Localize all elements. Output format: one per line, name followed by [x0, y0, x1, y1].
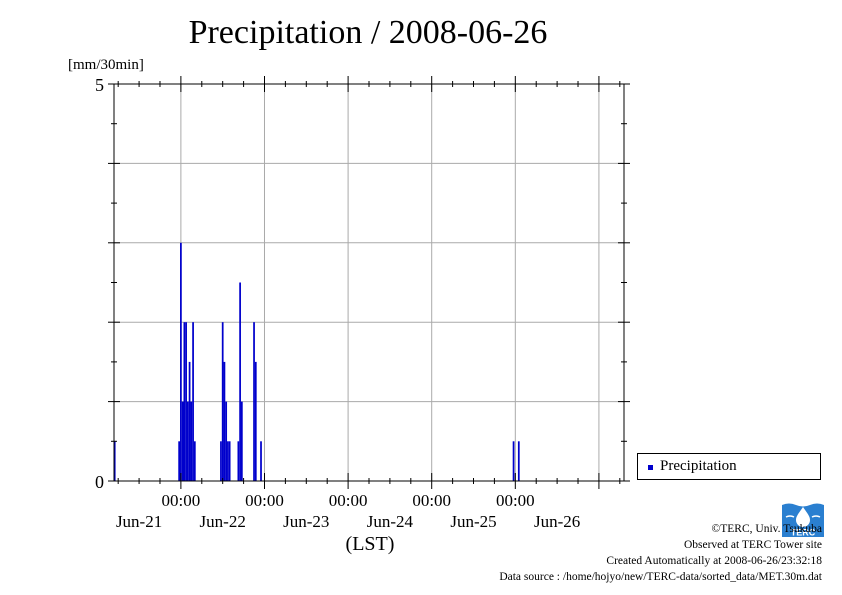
precip-bar	[220, 441, 222, 481]
precip-bar	[183, 322, 186, 481]
date-label: Jun-21	[116, 512, 162, 531]
date-label: Jun-24	[367, 512, 414, 531]
precip-bar	[181, 401, 184, 481]
precip-bar	[253, 322, 255, 481]
credit-site: Observed at TERC Tower site	[683, 539, 822, 551]
precip-bar	[228, 441, 231, 481]
precip-bar	[186, 401, 189, 481]
precip-bar	[185, 322, 187, 481]
x-tick-label: 00:00	[496, 491, 535, 510]
precip-bar	[178, 441, 181, 481]
x-axis-label: (LST)	[345, 533, 395, 555]
bars	[113, 242, 520, 481]
y-axis-unit: [mm/30min]	[68, 57, 144, 73]
precip-bar	[260, 441, 262, 481]
x-tick-label: 00:00	[329, 491, 368, 510]
credits: ©TERC, Univ. Tsukuba Observed at TERC To…	[499, 521, 822, 585]
svg-text:TERC: TERC	[791, 528, 816, 538]
date-label: Jun-26	[534, 512, 580, 531]
precip-bar	[239, 282, 241, 481]
precip-bar	[240, 401, 243, 481]
precip-bar	[517, 441, 520, 481]
precip-bar	[190, 401, 193, 481]
precip-bar	[113, 441, 116, 481]
date-label: Jun-22	[200, 512, 246, 531]
precip-bar	[192, 322, 194, 481]
x-tick-label: 00:00	[245, 491, 284, 510]
credit-copyright: ©TERC, Univ. Tsukuba	[711, 523, 822, 535]
x-tick-label: 00:00	[412, 491, 451, 510]
precip-bar	[225, 401, 228, 481]
credit-source: Data source : /home/hojyo/new/TERC-data/…	[499, 571, 822, 583]
y-tick-label: 5	[95, 75, 104, 95]
precip-bar	[254, 361, 257, 481]
terc-logo-icon: TERC	[782, 503, 824, 537]
legend-swatch	[648, 465, 653, 470]
date-label: Jun-23	[283, 512, 329, 531]
legend-label: Precipitation	[660, 458, 737, 474]
credit-created: Created Automatically at 2008-06-26/23:3…	[606, 555, 822, 567]
x-tick-label: 00:00	[162, 491, 201, 510]
y-tick-label: 0	[95, 472, 104, 492]
precip-bar	[237, 441, 240, 481]
precip-bar	[221, 322, 224, 481]
precip-bar	[193, 441, 196, 481]
precip-bar	[512, 441, 515, 481]
chart-title: Precipitation / 2008-06-26	[188, 14, 548, 51]
precip-bar	[188, 361, 191, 481]
precip-bar	[223, 361, 226, 481]
legend: Precipitation	[637, 453, 821, 480]
ticks	[108, 76, 630, 489]
precip-bar	[227, 441, 229, 481]
date-label: Jun-25	[450, 512, 496, 531]
precip-bar	[180, 242, 182, 481]
